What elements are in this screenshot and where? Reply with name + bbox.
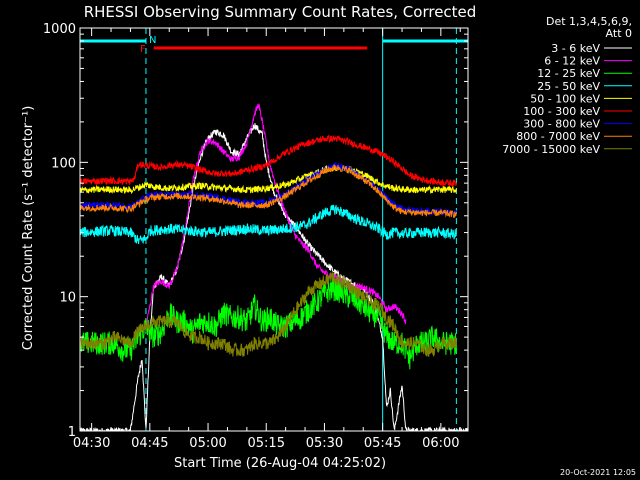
y-tick-label: 100	[51, 156, 76, 171]
y-tick-label: 1000	[43, 22, 76, 37]
x-tick-label: 05:45	[364, 436, 401, 451]
x-tick-label: 06:00	[422, 436, 459, 451]
night-flag-label: N	[149, 35, 156, 46]
series-line-0	[80, 123, 468, 431]
series-line-8	[80, 271, 457, 357]
timestamp: 20-Oct-2021 12:05	[560, 468, 636, 477]
legend-entry-label: 7000 - 15000 keV	[502, 143, 600, 156]
legend-entry-label: 6 - 12 keV	[544, 55, 600, 68]
flare-flag-label: F	[140, 44, 146, 55]
legend-header-line: Att 0	[606, 27, 632, 40]
legend-entry-label: 50 - 100 keV	[530, 92, 600, 105]
series-line-7	[80, 164, 457, 218]
legend-entry-label: 300 - 800 keV	[523, 118, 600, 131]
legend-entry-label: 100 - 300 keV	[523, 105, 600, 118]
chart-title: RHESSI Observing Summary Count Rates, Co…	[84, 3, 477, 21]
series-line-5	[80, 134, 457, 187]
series-line-4	[80, 164, 457, 195]
y-axis-label: Corrected Count Rate (s⁻¹ detector⁻¹)	[21, 106, 36, 351]
x-tick-label: 05:00	[189, 436, 226, 451]
series-line-3	[80, 204, 457, 245]
x-tick-label: 04:30	[73, 436, 110, 451]
series-line-2	[80, 277, 457, 370]
legend-entry-label: 12 - 25 keV	[537, 67, 600, 80]
legend-header-line: Det 1,3,4,5,6,9,	[546, 15, 632, 28]
y-tick-label: 10	[59, 291, 76, 306]
x-tick-label: 04:45	[131, 436, 168, 451]
y-tick-label: 1	[68, 425, 76, 440]
axes: 1 10 100 1000 04:30 04:45 05:00 05:15 05:30 05:45…	[43, 22, 468, 451]
legend-entry-label: 800 - 7000 keV	[516, 130, 600, 143]
series-line-1	[145, 103, 407, 325]
x-axis-label: Start Time (26-Aug-04 04:25:02)	[174, 456, 386, 471]
series-group	[80, 103, 468, 431]
x-tick-label: 05:15	[248, 436, 285, 451]
legend-entry-label: 3 - 6 keV	[551, 42, 600, 55]
x-tick-label: 05:30	[306, 436, 343, 451]
legend-entry-label: 25 - 50 keV	[537, 80, 600, 93]
plot-frame	[79, 27, 469, 432]
